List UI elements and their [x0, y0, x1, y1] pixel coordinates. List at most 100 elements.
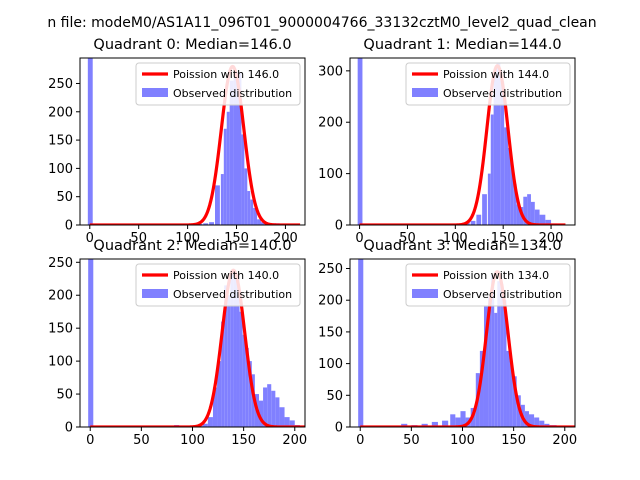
histogram-bar-25 — [279, 407, 285, 427]
histogram-bar-16 — [245, 347, 249, 427]
histogram-bar-5 — [470, 220, 476, 225]
histogram-bar-26 — [284, 417, 290, 427]
panels: 0 50 100 150 200 0 50 100 150 200 250 Poission with… — [48, 37, 577, 448]
histogram-bar-11 — [230, 270, 234, 427]
histogram-bar-9 — [223, 128, 227, 225]
legend-fit-label: Poission with 140.0 — [173, 269, 279, 282]
histogram-bar-24 — [275, 397, 280, 427]
y-tick-label: 100 — [318, 357, 343, 372]
x-tick-label: 0 — [356, 433, 364, 448]
histogram-bar-17 — [250, 199, 254, 225]
histogram-bar-17 — [497, 281, 501, 427]
histogram-bar-4 — [202, 423, 208, 427]
histogram-bar-19 — [523, 196, 528, 225]
histogram-bar-7 — [217, 361, 222, 427]
histogram-bar-26 — [528, 414, 535, 427]
y-tick-label: 200 — [48, 289, 73, 304]
legend-hist-label: Observed distribution — [173, 288, 292, 301]
histogram-bar-12 — [233, 76, 238, 225]
histogram-bar-15 — [244, 168, 248, 225]
legend-box — [405, 62, 571, 106]
histogram-bar-0 — [358, 259, 364, 427]
histogram-bar-17 — [516, 204, 520, 225]
legend-hist-swatch — [142, 88, 168, 97]
legend-fit-label: Poission with 146.0 — [173, 68, 279, 81]
histogram-bar-20 — [260, 222, 265, 225]
y-tick-label: 100 — [48, 355, 73, 370]
legend-hist-swatch — [412, 289, 438, 298]
histogram-bar-10 — [493, 75, 497, 225]
histogram-bar-12 — [479, 350, 484, 427]
fit-curve — [88, 64, 302, 225]
histogram-bar-15 — [510, 168, 514, 225]
histogram-bars — [357, 58, 557, 225]
histogram-bar-18 — [253, 208, 258, 225]
histogram-bar-8 — [220, 174, 224, 225]
histogram-bar-14 — [507, 147, 511, 225]
y-tick-label: 200 — [48, 105, 73, 120]
histogram-bar-14 — [241, 134, 245, 225]
axes-frame — [79, 57, 306, 226]
histogram-bar-19 — [257, 219, 261, 225]
x-tick-label: 200 — [552, 433, 577, 448]
y-tick-label: 0 — [65, 219, 73, 234]
figure-title: n file: modeM0/AS1A11_096T01_9000004766_… — [47, 15, 596, 31]
histogram-bar-6 — [209, 222, 215, 225]
histogram-bar-19 — [503, 300, 507, 427]
x-tick-label: 150 — [224, 231, 249, 246]
histogram-bar-14 — [239, 311, 243, 427]
y-tick-label: 50 — [56, 388, 73, 403]
histogram-bar-10 — [227, 295, 231, 427]
histogram-bar-0 — [357, 58, 363, 225]
y-tick-label: 200 — [318, 294, 343, 309]
x-tick-label: 50 — [399, 231, 416, 246]
histogram-bar-11 — [229, 80, 234, 225]
panel-title: Quadrant 2: Median=140.0 — [93, 238, 291, 254]
histogram-bar-14 — [488, 297, 492, 427]
x-tick-label: 100 — [450, 433, 475, 448]
legend-box — [135, 263, 301, 307]
x-tick-label: 150 — [491, 231, 516, 246]
histogram-bar-21 — [263, 387, 268, 427]
fit-curve — [358, 64, 567, 225]
x-tick-label: 150 — [501, 433, 526, 448]
y-tick-label: 250 — [48, 77, 73, 92]
histogram-panel-2: 0 50 100 150 200 0 50 100 150 200 250 Poission with… — [48, 238, 307, 448]
histogram-bar-6 — [212, 387, 218, 427]
x-tick-label: 50 — [133, 433, 150, 448]
y-tick-label: 300 — [318, 64, 343, 79]
histogram-bar-27 — [534, 417, 540, 427]
histogram-bar-13 — [236, 275, 240, 427]
x-tick-label: 100 — [175, 231, 200, 246]
histogram-bar-16 — [513, 183, 517, 225]
histogram-bar-25 — [524, 411, 529, 427]
histogram-bar-8 — [221, 321, 225, 427]
legend-box — [135, 62, 301, 106]
histogram-bar-9 — [224, 285, 228, 427]
legend: Poission with 144.0 Observed distribution — [405, 62, 571, 106]
panel-title: Quadrant 3: Median=134.0 — [363, 238, 561, 254]
x-tick-label: 50 — [403, 433, 420, 448]
histogram-bar-12 — [500, 81, 505, 225]
histogram-bar-7 — [482, 194, 487, 225]
histogram-bar-28 — [539, 420, 545, 427]
histogram-bar-7 — [455, 417, 461, 427]
y-tick-label: 100 — [318, 167, 343, 182]
histogram-bar-20 — [527, 194, 531, 225]
y-tick-label: 0 — [335, 219, 343, 234]
y-tick-label: 200 — [318, 116, 343, 131]
y-tick-label: 250 — [318, 262, 343, 277]
histogram-bar-23 — [539, 214, 546, 225]
y-tick-label: 150 — [318, 325, 343, 340]
histogram-bars — [87, 58, 298, 225]
histogram-bar-11 — [496, 63, 501, 225]
x-tick-label: 0 — [86, 231, 94, 246]
histogram-bar-5 — [203, 223, 209, 225]
x-tick-label: 200 — [273, 231, 298, 246]
legend-fit-label: Poission with 134.0 — [443, 269, 549, 282]
histogram-bar-22 — [534, 209, 540, 225]
histogram-bar-22 — [512, 376, 517, 427]
y-tick-label: 150 — [48, 322, 73, 337]
histogram-bar-13 — [504, 127, 508, 225]
